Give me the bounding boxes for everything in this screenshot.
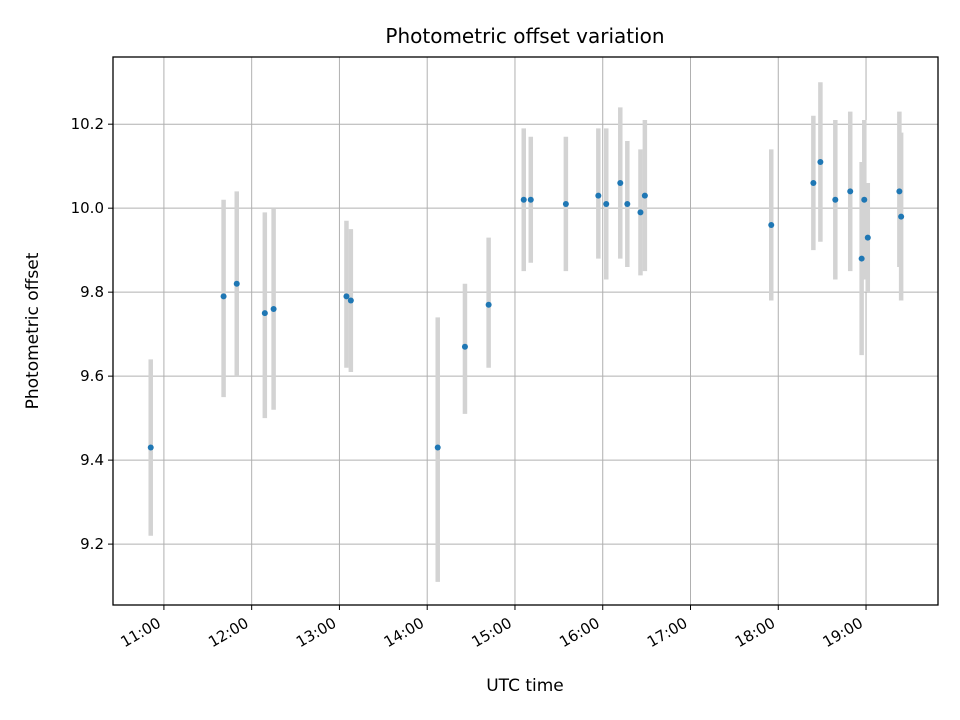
data-point (617, 179, 624, 186)
data-point (485, 301, 492, 308)
data-point (864, 234, 871, 241)
data-point (641, 192, 648, 199)
data-point (147, 444, 154, 451)
y-tick-label: 9.2 (80, 535, 104, 553)
data-point (527, 196, 534, 203)
y-tick-label: 9.4 (80, 451, 104, 469)
data-point (810, 179, 817, 186)
data-point (220, 293, 227, 300)
y-tick-label: 10.2 (71, 115, 104, 133)
data-point (603, 200, 610, 207)
data-point (832, 196, 839, 203)
data-point (343, 293, 350, 300)
data-point (896, 188, 903, 195)
y-tick-label: 10.0 (71, 199, 104, 217)
data-point (520, 196, 527, 203)
data-point (847, 188, 854, 195)
data-point (562, 200, 569, 207)
data-point (624, 200, 631, 207)
data-point (861, 196, 868, 203)
data-point (595, 192, 602, 199)
data-point (898, 213, 905, 220)
y-tick-label: 9.8 (80, 283, 104, 301)
data-point (768, 221, 775, 228)
y-tick-label: 9.6 (80, 367, 104, 385)
data-point (261, 310, 268, 317)
data-point (461, 343, 468, 350)
chart-title: Photometric offset variation (385, 24, 664, 48)
data-point (233, 280, 240, 287)
data-points (147, 158, 905, 451)
data-point (270, 305, 277, 312)
y-axis-ticks: 9.2 9.4 9.6 9.8 10.0 10.2 (71, 115, 113, 553)
data-point (434, 444, 441, 451)
data-point (637, 209, 644, 216)
data-point (858, 255, 865, 262)
x-axis-label: UTC time (486, 676, 564, 696)
plot-frame (112, 56, 939, 606)
data-point (347, 297, 354, 304)
y-axis-label: Photometric offset (23, 252, 43, 409)
data-point (817, 158, 824, 165)
